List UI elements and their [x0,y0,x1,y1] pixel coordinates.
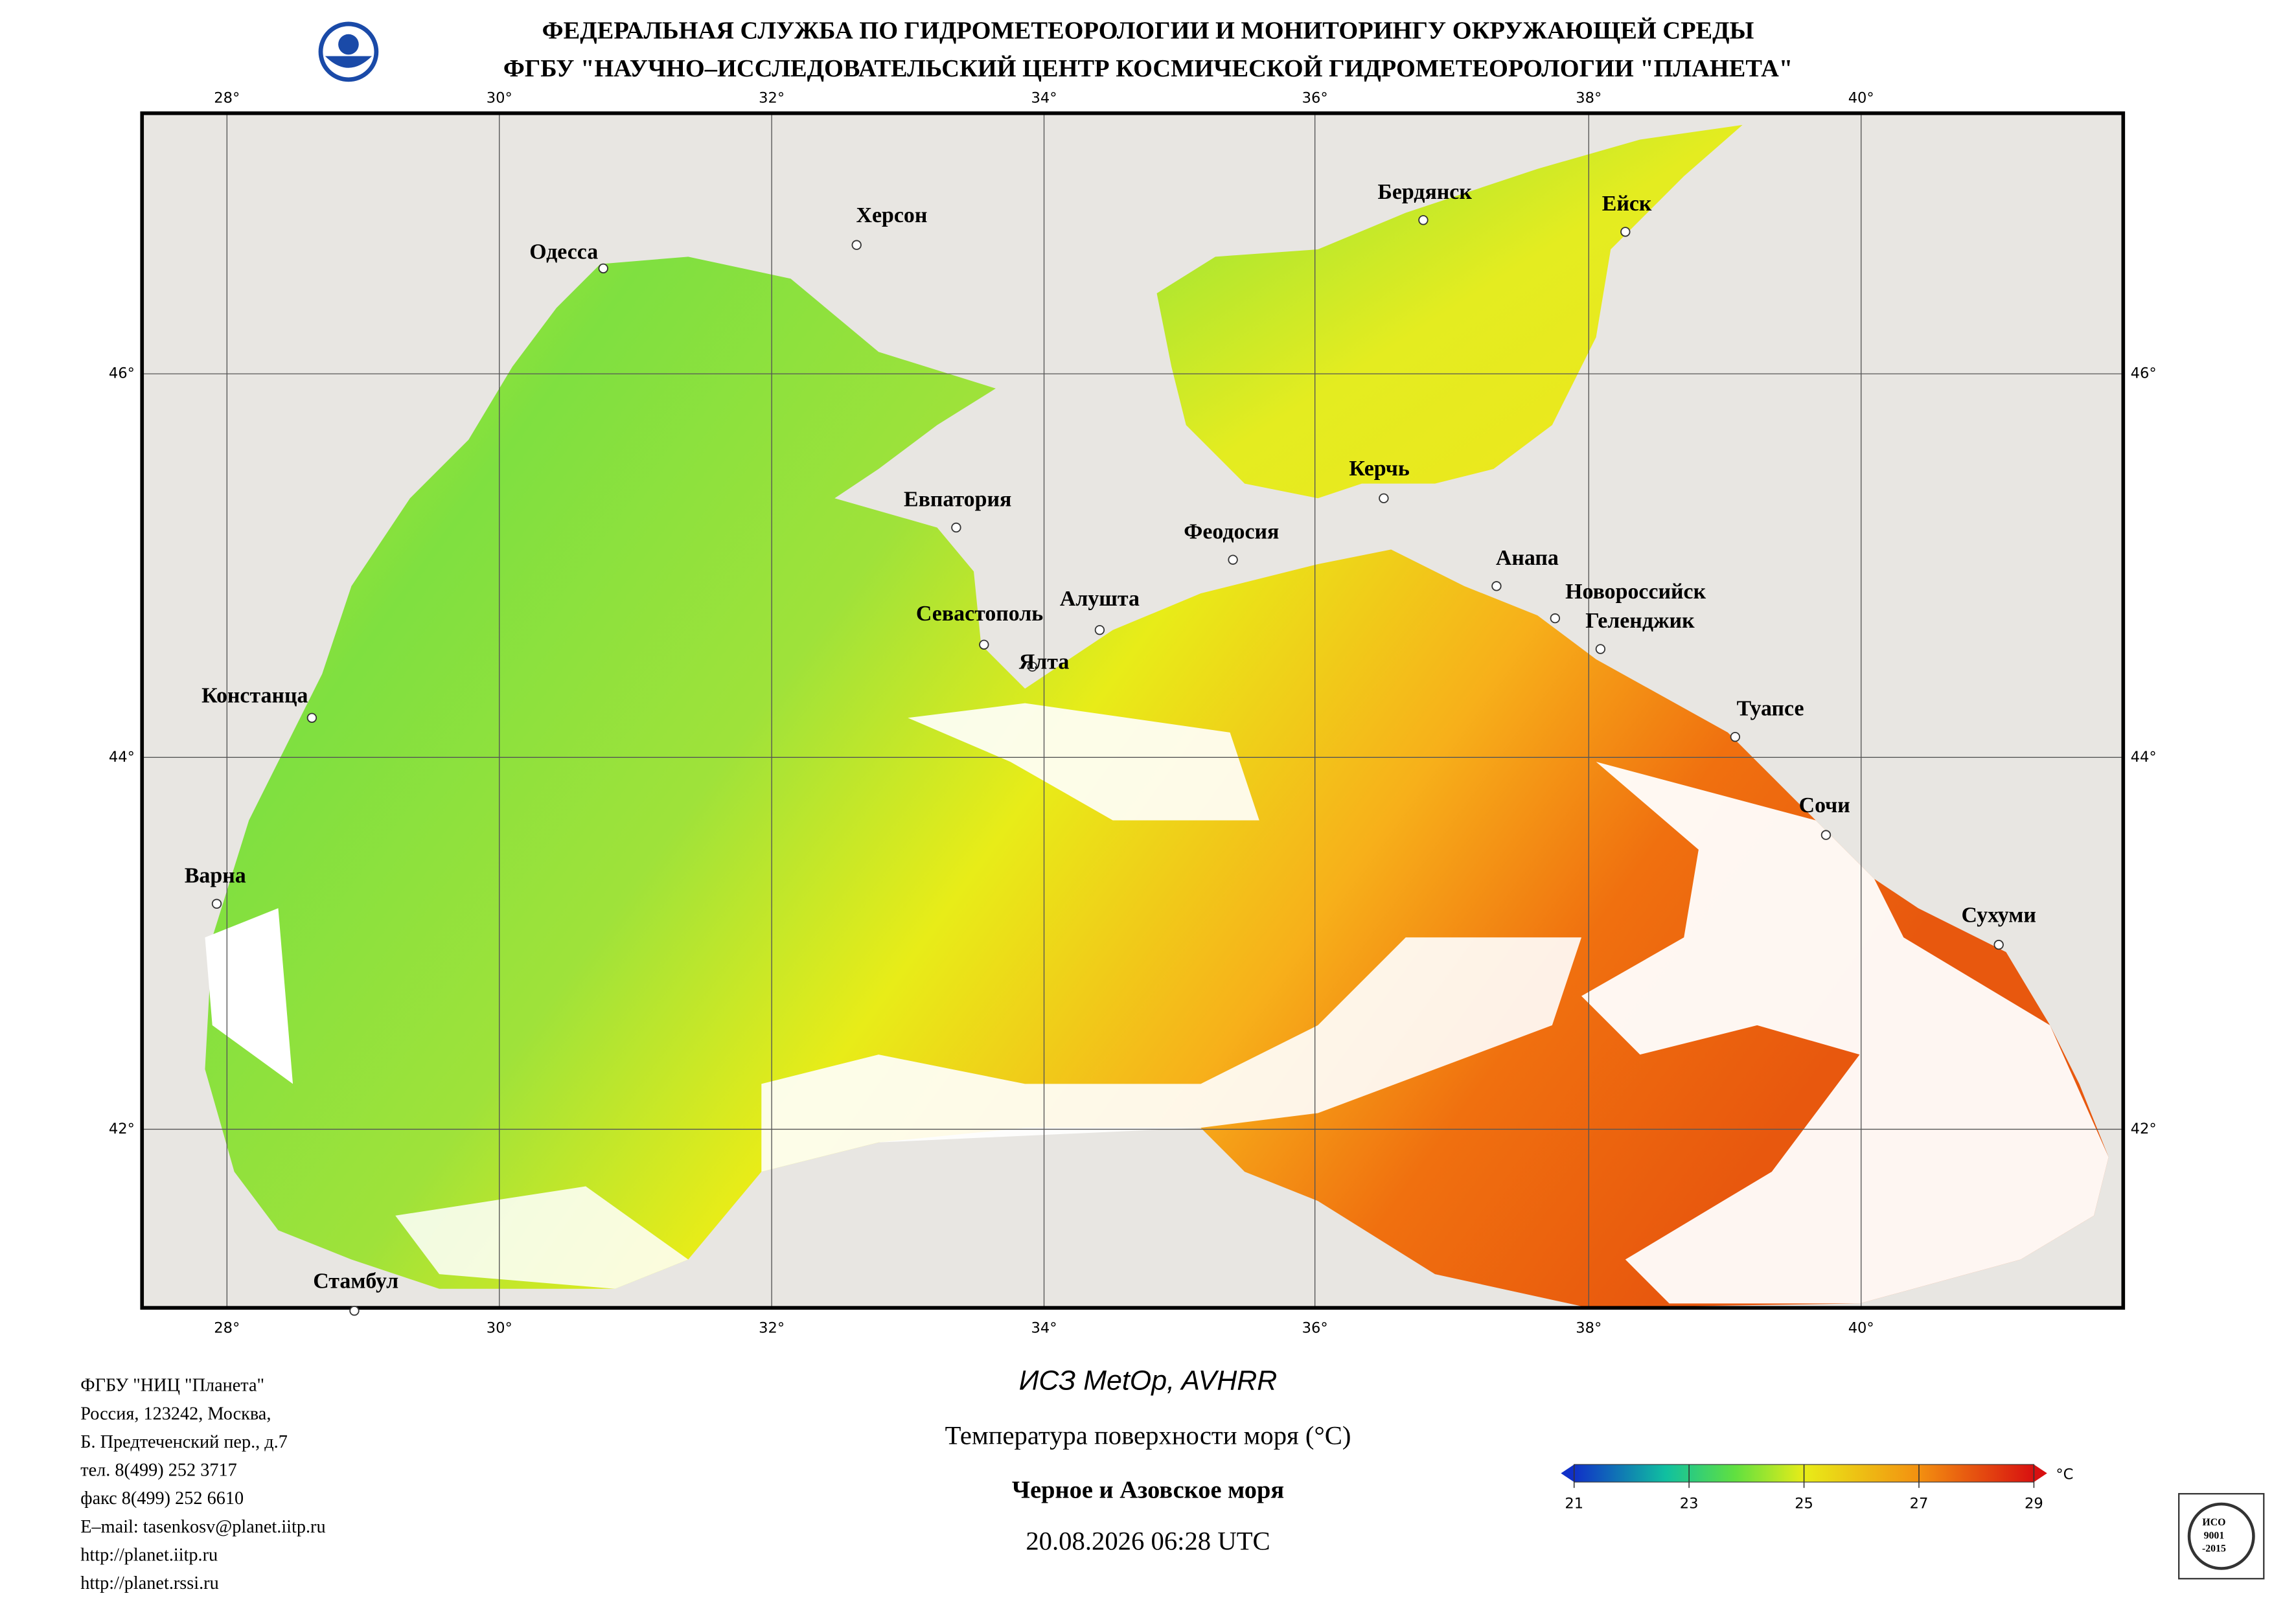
lon-label: 38° [1576,90,1601,107]
colorbar-end [1561,1464,1574,1483]
city-dot [306,712,317,723]
map-frame [140,111,2126,1310]
city-label: Евпатория [904,488,1011,512]
city-dot [979,639,989,650]
city-dot [211,898,222,909]
footer-line: http://planet.rssi.ru [80,1573,218,1593]
city-label: Керчь [1349,457,1409,481]
lon-label: 28° [214,90,240,107]
header-line: ФЕДЕРАЛЬНАЯ СЛУЖБА ПО ГИДРОМЕТЕОРОЛОГИИ … [542,17,1754,44]
colorbar-unit: °C [2056,1466,2073,1483]
city-label: Одесса [529,240,598,264]
iso-badge: ИСО 9001 -2015 [2178,1493,2265,1580]
lon-label: 34° [1031,90,1057,107]
city-label: Алушта [1060,587,1140,611]
footer-line: E–mail: tasenkosv@planet.iitp.ru [80,1517,325,1537]
city-dot [349,1305,360,1316]
footer-line: Б. Предтеченский пер., д.7 [80,1432,288,1452]
city-dot [1379,493,1389,503]
lon-label: 40° [1848,90,1874,107]
map-grid: 28° 28° 30° 30° 32° 32° 34° 34° 36° 36° 38° 38° 40° 4… [109,90,2157,1337]
lat-label: 46° [109,365,135,382]
colorbar-label: 27 [1910,1496,1929,1512]
city-label: Бердянск [1377,180,1472,204]
city-dot [1550,613,1561,624]
lon-label: 38° [1576,1319,1601,1336]
lon-label: 32° [759,1319,785,1336]
caption-parameter: Температура поверхности моря (°С) [945,1421,1351,1450]
lon-label: 34° [1031,1319,1057,1336]
city-label: Феодосия [1184,519,1279,543]
azov-sea [1156,124,1743,499]
footer-line: факс 8(499) 252 6610 [80,1488,244,1509]
city-dot [1228,554,1238,565]
colorbar-end [2034,1464,2047,1483]
city-label: Сочи [1799,793,1850,817]
city-dot [1595,644,1606,654]
lon-label: 32° [759,90,785,107]
city-dot [1418,215,1429,225]
city-dot [1993,939,2004,950]
footer-line: Россия, 123242, Москва, [80,1404,271,1424]
colorbar-label: 25 [1795,1496,1813,1512]
city-dot [1730,731,1741,742]
city-label: Констанца [201,683,308,707]
city-label: Сухуми [1962,903,2036,927]
city-label: Ялта [1019,650,1070,674]
city-label: Новороссийск [1565,580,1706,604]
colorbar-label: 21 [1565,1496,1583,1512]
city-dot [598,263,608,274]
city-dot [1491,581,1502,591]
lon-label: 30° [487,1319,512,1336]
caption-datetime: 20.08.2026 06:28 UTC [1026,1526,1270,1555]
city-label: Херсон [856,203,928,227]
badge-text: ИСО [2202,1517,2225,1528]
city-label: Ейск [1602,192,1652,216]
caption-satellite: ИСЗ MetOp, AVHRR [1019,1365,1278,1396]
lat-label: 42° [2131,1121,2157,1137]
lat-label: 44° [109,749,135,766]
footer-line: тел. 8(499) 252 3717 [80,1461,236,1481]
city-dot [951,522,961,533]
city-dot [851,240,862,250]
lon-label: 36° [1302,1319,1328,1336]
lat-label: 46° [2131,365,2157,382]
cloud-mask [205,703,2109,1304]
lon-label: 40° [1848,1319,1874,1336]
footer-line: ФГБУ "НИЦ "Планета" [80,1376,264,1396]
caption-region: Черное и Азовское моря [1012,1477,1284,1504]
city-label: Стамбул [313,1269,398,1293]
lon-label: 30° [487,90,512,107]
lon-label: 28° [214,1319,240,1336]
header-line: ФГБУ "НАУЧНО–ИССЛЕДОВАТЕЛЬСКИЙ ЦЕНТР КОС… [503,55,1793,82]
city-label: Туапсе [1737,697,1804,721]
city-label: Геленджик [1585,609,1695,633]
footer-line: http://planet.iitp.ru [80,1545,218,1565]
city-dot [1094,624,1105,635]
city-label: Севастополь [916,602,1043,626]
logo [318,21,379,82]
badge-text: 9001 [2204,1530,2225,1541]
badge-text: -2015 [2202,1544,2226,1555]
colorbar-label: 23 [1680,1496,1699,1512]
city-label: Анапа [1496,546,1559,570]
lat-label: 42° [109,1121,135,1137]
city-dot [1027,661,1038,672]
colorbar-label: 29 [2025,1496,2043,1512]
lon-label: 36° [1302,90,1328,107]
city-dot [1620,227,1631,237]
city-label: Варна [185,863,246,887]
lat-label: 44° [2131,749,2157,766]
city-dot [1820,830,1831,840]
